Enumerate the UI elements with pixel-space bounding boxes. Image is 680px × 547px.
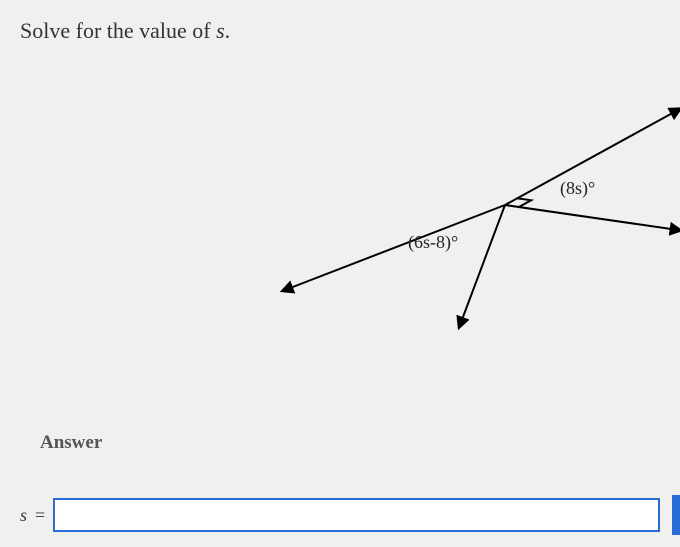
angle-label-2: (6s-8)° bbox=[408, 232, 458, 253]
answer-equals: = bbox=[35, 505, 45, 526]
question-variable: s bbox=[216, 18, 225, 43]
answer-heading: Answer bbox=[40, 432, 102, 454]
question-text: Solve for the value of s. bbox=[20, 18, 230, 44]
question-prefix: Solve for the value of bbox=[20, 18, 216, 43]
diagram-svg bbox=[280, 100, 680, 360]
answer-var: s bbox=[20, 505, 27, 526]
submit-edge[interactable] bbox=[672, 495, 680, 535]
answer-row: s = bbox=[20, 498, 660, 532]
angle-label-1: (8s)° bbox=[560, 178, 595, 199]
angle-diagram: (8s)° (6s-8)° bbox=[280, 100, 680, 360]
question-suffix: . bbox=[225, 18, 231, 43]
answer-input[interactable] bbox=[53, 498, 660, 532]
